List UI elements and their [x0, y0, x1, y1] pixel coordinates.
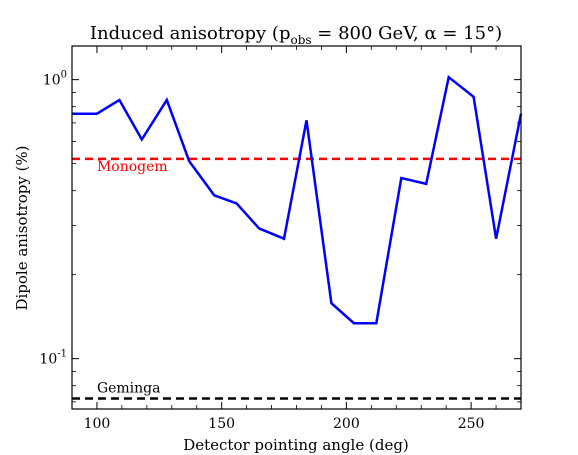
y-tick-label: 10-1 [39, 349, 67, 368]
y-tick-label: 100 [43, 70, 67, 89]
reference-label-geminga: Geminga [97, 380, 161, 396]
x-axis-label: Detector pointing angle (deg) [183, 436, 409, 454]
chart-title-subscript: obs [290, 33, 311, 47]
x-tick-label: 200 [333, 416, 360, 432]
plot-frame [71, 45, 522, 410]
reference-label-monogem: Monogem [97, 159, 168, 175]
series-line-0 [72, 74, 523, 325]
x-tick-label: 250 [458, 416, 485, 432]
y-axis-label: Dipole anisotropy (%) [13, 145, 31, 310]
x-tick-label: 100 [84, 416, 111, 432]
chart-title: Induced anisotropy (pobs = 800 GeV, α = … [90, 23, 502, 47]
x-tick-label: 150 [208, 416, 235, 432]
